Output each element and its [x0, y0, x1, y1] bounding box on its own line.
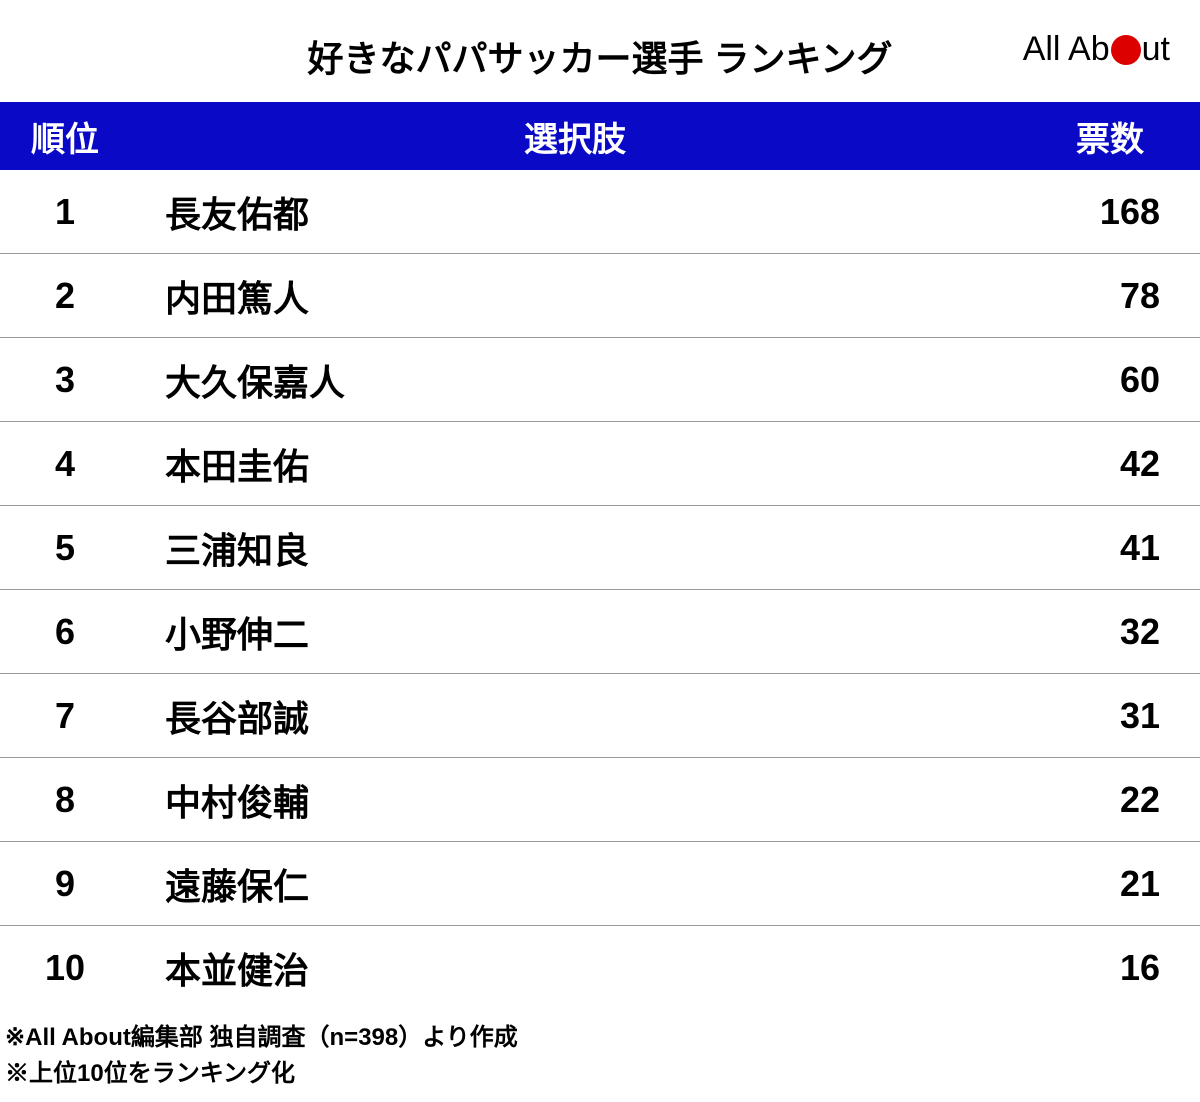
cell-votes: 21	[1020, 863, 1200, 905]
cell-votes: 16	[1020, 947, 1200, 989]
cell-rank: 3	[0, 359, 130, 401]
header: 好きなパパサッカー選手 ランキング All Ab ut	[0, 0, 1200, 102]
logo-dot-icon	[1111, 35, 1141, 65]
cell-votes: 41	[1020, 527, 1200, 569]
table-row: 5三浦知良41	[0, 506, 1200, 590]
cell-votes: 32	[1020, 611, 1200, 653]
cell-votes: 78	[1020, 275, 1200, 317]
footer-line-2: ※上位10位をランキング化	[5, 1056, 1195, 1092]
cell-votes: 31	[1020, 695, 1200, 737]
table-body: 1長友佑都1682内田篤人783大久保嘉人604本田圭佑425三浦知良416小野…	[0, 170, 1200, 1010]
cell-votes: 42	[1020, 443, 1200, 485]
column-header-votes: 票数	[1020, 112, 1200, 161]
table-row: 10本並健治16	[0, 926, 1200, 1010]
cell-rank: 2	[0, 275, 130, 317]
table-row: 1長友佑都168	[0, 170, 1200, 254]
cell-votes: 22	[1020, 779, 1200, 821]
cell-rank: 7	[0, 695, 130, 737]
table-row: 9遠藤保仁21	[0, 842, 1200, 926]
footer-line-1: ※All About編集部 独自調査（n=398）より作成	[5, 1020, 1195, 1056]
cell-rank: 5	[0, 527, 130, 569]
cell-rank: 8	[0, 779, 130, 821]
table-row: 6小野伸二32	[0, 590, 1200, 674]
cell-name: 長友佑都	[130, 186, 1020, 238]
footer-notes: ※All About編集部 独自調査（n=398）より作成 ※上位10位をランキ…	[0, 1010, 1200, 1102]
table-row: 2内田篤人78	[0, 254, 1200, 338]
cell-name: 中村俊輔	[130, 774, 1020, 826]
cell-name: 遠藤保仁	[130, 858, 1020, 910]
cell-votes: 168	[1020, 191, 1200, 233]
cell-name: 内田篤人	[130, 270, 1020, 322]
cell-rank: 9	[0, 863, 130, 905]
cell-rank: 1	[0, 191, 130, 233]
cell-rank: 6	[0, 611, 130, 653]
cell-name: 小野伸二	[130, 606, 1020, 658]
cell-name: 三浦知良	[130, 522, 1020, 574]
cell-name: 長谷部誠	[130, 690, 1020, 742]
table-row: 4本田圭佑42	[0, 422, 1200, 506]
logo-text-before: All Ab	[1023, 30, 1110, 69]
table-header-row: 順位 選択肢 票数	[0, 102, 1200, 170]
logo-text-after: ut	[1142, 30, 1170, 69]
cell-name: 本田圭佑	[130, 438, 1020, 490]
page-title: 好きなパパサッカー選手 ランキング	[308, 30, 893, 82]
cell-votes: 60	[1020, 359, 1200, 401]
ranking-container: 好きなパパサッカー選手 ランキング All Ab ut 順位 選択肢 票数 1長…	[0, 0, 1200, 1102]
column-header-rank: 順位	[0, 112, 130, 161]
cell-name: 大久保嘉人	[130, 354, 1020, 406]
allabout-logo: All Ab ut	[1023, 30, 1170, 69]
cell-rank: 10	[0, 947, 130, 989]
table-row: 7長谷部誠31	[0, 674, 1200, 758]
column-header-name: 選択肢	[130, 112, 1020, 161]
cell-rank: 4	[0, 443, 130, 485]
cell-name: 本並健治	[130, 942, 1020, 994]
table-row: 3大久保嘉人60	[0, 338, 1200, 422]
table-row: 8中村俊輔22	[0, 758, 1200, 842]
